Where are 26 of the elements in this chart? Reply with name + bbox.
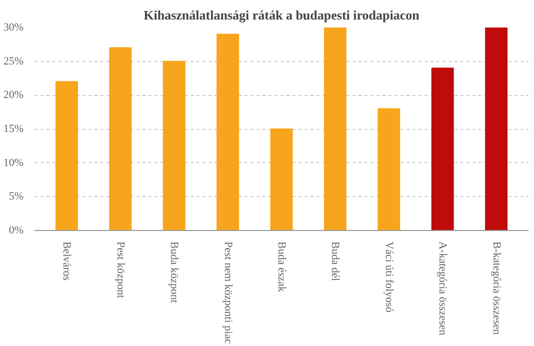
x-tick-label: Pest központ bbox=[114, 242, 126, 298]
x-tick-label: B-kategória összesen bbox=[490, 242, 502, 336]
bar bbox=[270, 128, 293, 230]
y-tick-label: 30% bbox=[3, 22, 24, 34]
bar bbox=[216, 34, 240, 230]
x-tick-label: Buda dél bbox=[329, 242, 342, 281]
y-tick-label: 10% bbox=[3, 156, 24, 169]
x-tick-label: A-kategória összesen bbox=[436, 242, 449, 336]
y-tick-label: 15% bbox=[3, 123, 24, 135]
x-tick-label: Belváros bbox=[60, 242, 73, 281]
x-tick-label: Buda központ bbox=[168, 242, 180, 303]
chart-title: Kihasználatlansági ráták a budapesti irodapiacon bbox=[144, 8, 420, 22]
bar bbox=[485, 28, 508, 230]
y-tick-label: 0% bbox=[8, 224, 24, 236]
y-tick-label: 20% bbox=[3, 89, 24, 102]
bar bbox=[378, 108, 400, 230]
x-tick-label: Pest nem központi piac bbox=[222, 242, 234, 344]
bar bbox=[324, 28, 346, 230]
bar bbox=[55, 81, 78, 230]
bar bbox=[431, 68, 454, 230]
bar bbox=[109, 47, 132, 230]
y-tick-label: 25% bbox=[3, 55, 24, 68]
y-tick-label: 5% bbox=[8, 190, 24, 203]
x-tick-label: Váci úti folyosó bbox=[382, 242, 395, 313]
x-tick-label: Buda észak bbox=[276, 242, 288, 292]
bar bbox=[162, 60, 186, 230]
